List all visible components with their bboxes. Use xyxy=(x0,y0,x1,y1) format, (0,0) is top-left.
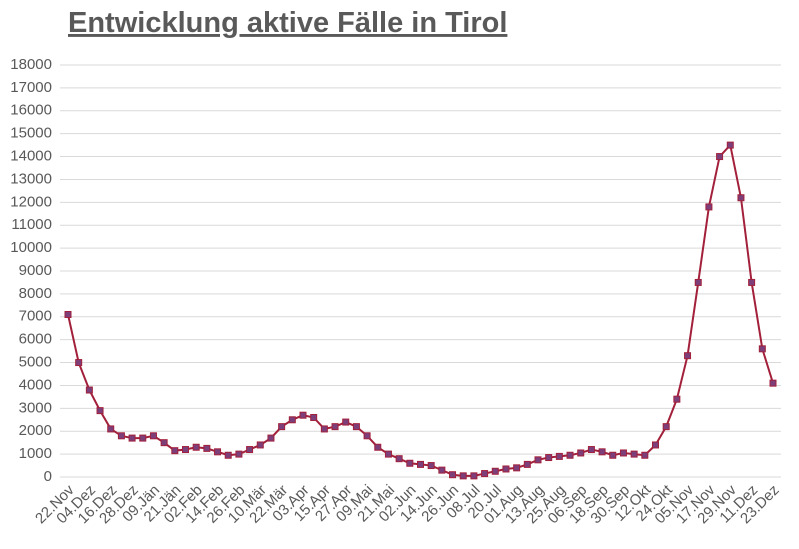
data-point xyxy=(523,460,531,468)
data-point xyxy=(160,439,168,447)
data-point xyxy=(85,386,93,394)
y-tick-label: 18000 xyxy=(10,56,52,73)
data-point xyxy=(203,444,211,452)
data-point xyxy=(64,310,72,318)
data-point xyxy=(384,450,392,458)
y-tick-label: 15000 xyxy=(10,125,52,142)
y-tick-label: 1000 xyxy=(19,445,52,462)
data-point xyxy=(149,432,157,440)
data-point xyxy=(107,425,115,433)
data-point xyxy=(534,456,542,464)
data-point xyxy=(331,423,339,431)
data-point xyxy=(673,395,681,403)
y-tick-label: 16000 xyxy=(10,102,52,119)
data-point xyxy=(75,359,83,367)
y-tick-label: 10000 xyxy=(10,239,52,256)
y-tick-label: 5000 xyxy=(19,354,52,371)
data-point xyxy=(598,448,606,456)
data-point xyxy=(224,451,232,459)
y-tick-label: 17000 xyxy=(10,79,52,96)
data-point xyxy=(630,450,638,458)
data-point xyxy=(619,449,627,457)
data-point xyxy=(716,153,724,161)
y-tick-label: 0 xyxy=(44,468,52,485)
data-point xyxy=(310,413,318,421)
chart-title: Entwicklung aktive Fälle in Tirol xyxy=(68,7,507,39)
data-point xyxy=(299,411,307,419)
data-point xyxy=(566,451,574,459)
data-point xyxy=(278,423,286,431)
y-tick-label: 9000 xyxy=(19,262,52,279)
data-point xyxy=(502,465,510,473)
data-point xyxy=(449,471,457,479)
data-point xyxy=(491,467,499,475)
data-point xyxy=(267,434,275,442)
data-point xyxy=(684,352,692,360)
data-point xyxy=(748,278,756,286)
y-tick-label: 11000 xyxy=(11,216,52,233)
y-tick-label: 13000 xyxy=(10,170,52,187)
data-point xyxy=(513,464,521,472)
data-point xyxy=(192,443,200,451)
data-point xyxy=(545,454,553,462)
y-tick-label: 6000 xyxy=(19,331,52,348)
y-tick-label: 4000 xyxy=(19,376,52,393)
data-point xyxy=(737,194,745,202)
data-point xyxy=(587,446,595,454)
data-point xyxy=(235,450,243,458)
data-point xyxy=(342,418,350,426)
data-point xyxy=(417,460,424,468)
data-point xyxy=(481,470,489,478)
data-point xyxy=(769,379,777,387)
data-point xyxy=(577,449,585,457)
data-point xyxy=(641,451,649,459)
data-point xyxy=(117,432,125,440)
data-point xyxy=(652,441,659,449)
data-point xyxy=(214,448,222,456)
data-point xyxy=(406,459,414,467)
data-point xyxy=(139,434,147,442)
data-point xyxy=(694,278,702,286)
data-point xyxy=(128,434,136,442)
data-point xyxy=(395,455,403,463)
data-point xyxy=(288,416,296,424)
data-point xyxy=(470,472,478,480)
y-tick-label: 2000 xyxy=(19,422,52,439)
data-point xyxy=(726,141,734,149)
data-point xyxy=(662,423,670,431)
data-point xyxy=(352,423,360,431)
data-point xyxy=(438,466,446,474)
data-point xyxy=(96,407,104,415)
data-point xyxy=(320,425,328,433)
data-point xyxy=(246,446,254,454)
data-point xyxy=(555,452,563,460)
data-point xyxy=(171,447,179,455)
data-point xyxy=(182,446,189,454)
y-tick-label: 12000 xyxy=(10,193,52,210)
data-point xyxy=(609,451,617,459)
data-point xyxy=(705,203,713,211)
data-point xyxy=(363,432,371,440)
data-point xyxy=(374,443,382,451)
y-tick-label: 8000 xyxy=(19,285,52,302)
data-point xyxy=(427,462,435,470)
data-point xyxy=(758,345,766,353)
y-tick-label: 7000 xyxy=(19,308,52,325)
y-tick-label: 3000 xyxy=(19,399,52,416)
data-point xyxy=(256,441,264,449)
data-point xyxy=(459,472,467,480)
y-tick-label: 14000 xyxy=(10,148,52,165)
